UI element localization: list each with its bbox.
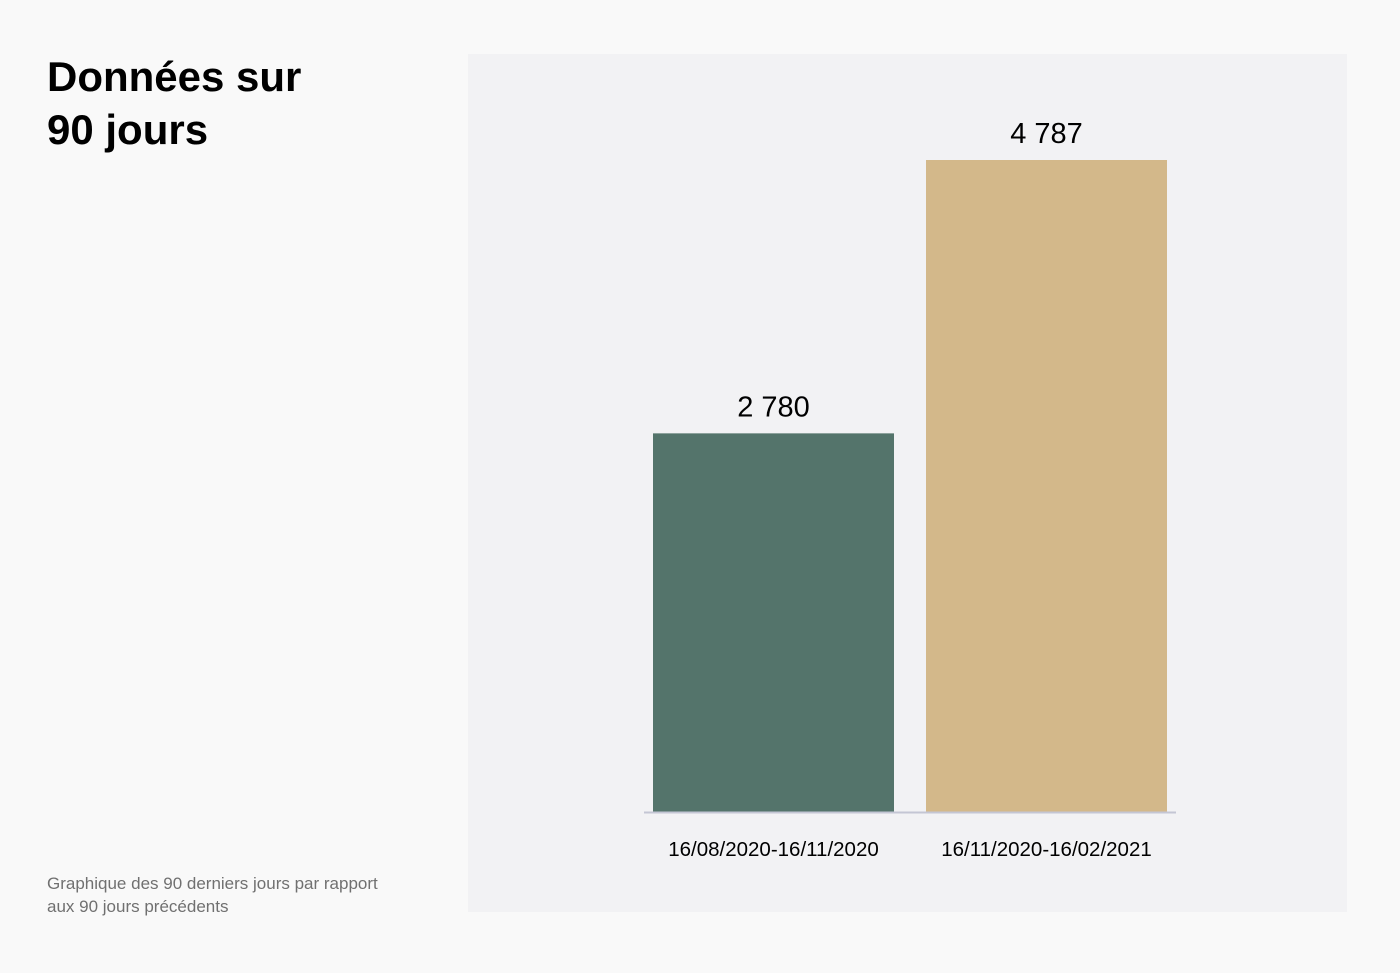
title-line-1: Données sur	[47, 53, 302, 100]
x-tick-label-2: 16/11/2020-16/02/2021	[941, 838, 1152, 861]
data-label-1: 2 780	[737, 391, 810, 423]
x-tick-label-1: 16/08/2020-16/11/2020	[668, 838, 879, 861]
title-line-2: 90 jours	[47, 106, 209, 153]
data-label-2: 4 787	[1010, 118, 1083, 150]
bar-2	[926, 160, 1167, 812]
bar-1	[653, 433, 894, 812]
chart-panel	[468, 54, 1347, 912]
page-title: Données sur 90 jours	[47, 50, 377, 156]
chart-caption: Graphique des 90 derniers jours par rapp…	[47, 874, 378, 916]
